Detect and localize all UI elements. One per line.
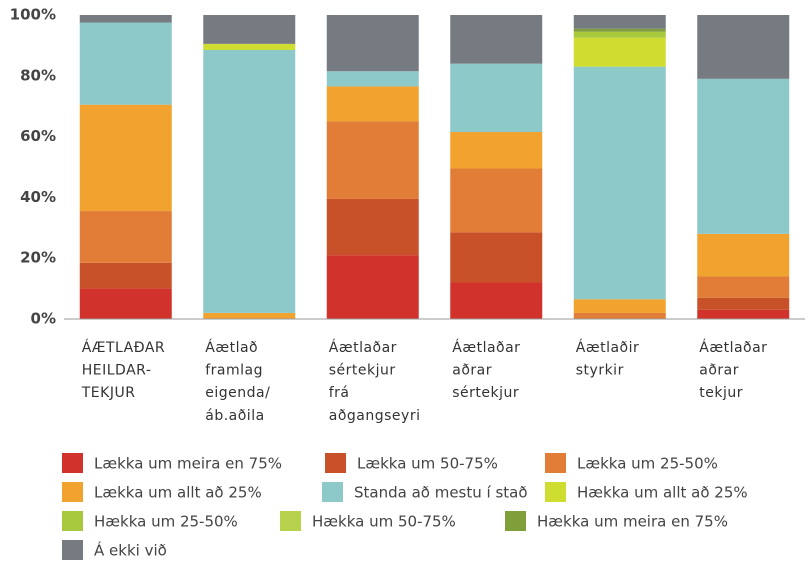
- bar-segment: [326, 121, 419, 199]
- x-tick-label: Áætlaðar: [699, 339, 767, 356]
- legend-swatch: [62, 511, 83, 531]
- legend-label: Lækka um meira en 75%: [94, 455, 282, 473]
- x-tick-label: tekjur: [699, 385, 743, 401]
- bar-segment: [203, 15, 296, 44]
- x-tick-label: sértekjur: [452, 385, 519, 401]
- bar-segment: [326, 255, 419, 319]
- x-tick-label: Áætlaðar: [452, 339, 520, 356]
- legend-label: Hækka um meira en 75%: [537, 513, 728, 531]
- bar-segment: [697, 15, 790, 79]
- y-tick-label: 40%: [20, 188, 56, 206]
- bar-segment: [697, 78, 790, 234]
- legend-label: Standa að mestu í stað: [354, 484, 528, 502]
- bar-segment: [326, 15, 419, 72]
- legend-label: Lækka um 25-50%: [577, 455, 718, 473]
- bar-segment: [697, 233, 790, 277]
- x-tick-label: aðrar: [699, 363, 739, 379]
- legend-swatch: [280, 511, 301, 531]
- x-tick-label: styrkir: [576, 363, 624, 379]
- legend-swatch: [62, 453, 83, 473]
- legend-label: Á ekki við: [94, 541, 167, 560]
- x-tick-label: áb.aðila: [205, 408, 264, 424]
- bar-segment: [697, 309, 790, 319]
- bar-segment: [79, 22, 172, 105]
- bar-segment: [79, 104, 172, 212]
- bar-segment: [697, 276, 790, 298]
- y-tick-label: 100%: [10, 6, 56, 24]
- bar-segment: [573, 15, 666, 29]
- x-tick-label: aðrar: [452, 363, 492, 379]
- bar-segment: [79, 15, 172, 23]
- x-tick-label: ÁÆTLAÐAR: [82, 339, 165, 356]
- bar-segment: [203, 43, 296, 50]
- legend-swatch: [545, 453, 566, 473]
- legend-label: Hækka um 25-50%: [94, 513, 238, 531]
- legend-swatch: [325, 453, 346, 473]
- bar-segment: [573, 37, 666, 67]
- bar-segment: [326, 198, 419, 256]
- legend-swatch: [322, 482, 343, 502]
- legend-label: Lækka um allt að 25%: [94, 484, 262, 502]
- y-tick-label: 0%: [31, 310, 56, 328]
- legend-label: Hækka um 50-75%: [312, 513, 456, 531]
- x-tick-label: HEILDAR-: [82, 363, 152, 379]
- bar-segment: [573, 299, 666, 313]
- legend-swatch: [62, 482, 83, 502]
- bar-segment: [450, 282, 543, 319]
- bar-segment: [203, 49, 296, 313]
- y-tick-label: 20%: [20, 249, 56, 267]
- bar-segment: [203, 312, 296, 319]
- legend-label: Hækka um allt að 25%: [577, 484, 748, 502]
- x-tick-label: eigenda/: [205, 385, 270, 401]
- legend-label: Lækka um 50-75%: [357, 455, 498, 473]
- bar-segment: [450, 15, 543, 64]
- bar-segment: [326, 71, 419, 87]
- x-tick-label: framlag: [205, 363, 263, 379]
- bar-segment: [450, 232, 543, 283]
- x-tick-label: frá: [329, 385, 350, 401]
- legend-swatch: [62, 540, 83, 560]
- y-tick-label: 80%: [20, 66, 56, 84]
- bar-segment: [697, 297, 790, 310]
- y-tick-label: 60%: [20, 127, 56, 145]
- x-tick-label: aðgangseyri: [329, 408, 421, 424]
- bar-segment: [573, 28, 666, 32]
- x-tick-label: Áætlaðir: [576, 339, 640, 356]
- x-tick-label: Áætlað: [205, 339, 258, 356]
- bar-segment: [573, 312, 666, 319]
- bar-segment: [79, 288, 172, 319]
- legend-swatch: [505, 511, 526, 531]
- x-tick-label: TEKJUR: [81, 385, 136, 401]
- bar-segment: [450, 132, 543, 169]
- bar-segment: [573, 31, 666, 38]
- legend-swatch: [545, 482, 566, 502]
- bar-segment: [326, 86, 419, 122]
- bar-segment: [450, 63, 543, 133]
- bar-segment: [450, 168, 543, 233]
- x-tick-label: sértekjur: [329, 363, 396, 379]
- x-tick-label: Áætlaðar: [329, 339, 397, 356]
- bar-segment: [79, 211, 172, 263]
- bar-segment: [79, 262, 172, 289]
- bar-segment: [573, 66, 666, 300]
